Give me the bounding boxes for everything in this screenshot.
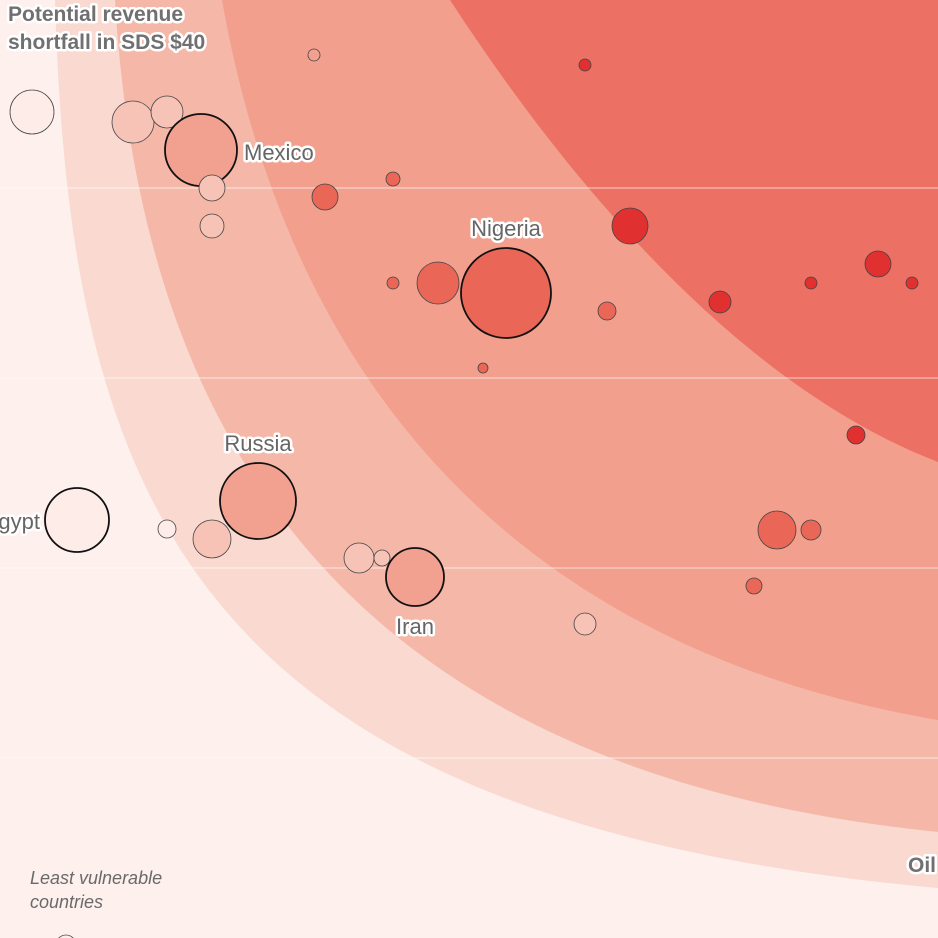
zone-4 (450, 0, 938, 462)
least-vulnerable-note-line-1: Least vulnerable (30, 868, 162, 888)
bubble-1 (111, 100, 155, 144)
bubble-iran (385, 547, 445, 607)
bubble-12 (477, 362, 489, 374)
country-labels: Mexico Nigeria Russia Egypt Iran (0, 138, 544, 642)
bubble-30 (800, 519, 822, 541)
bubble-russia (219, 462, 297, 540)
bubble-25 (343, 542, 375, 574)
bubble-8 (385, 171, 401, 187)
bubble-16 (708, 290, 732, 314)
bubble-15 (597, 301, 617, 321)
bubble-mexico (164, 113, 238, 187)
bubble-0 (9, 89, 55, 135)
bubble-32 (58, 934, 74, 938)
bubble-7 (311, 183, 339, 211)
x-axis-label: Oil (908, 854, 936, 877)
annotations: Potential revenue shortfall in SDS $40 L… (6, 1, 938, 913)
bubble-18 (864, 250, 892, 278)
bubble-29 (757, 510, 797, 550)
bubble-20 (846, 425, 866, 445)
label-russia: Russia (224, 431, 292, 456)
bubble-24 (192, 519, 232, 559)
bubble-17 (804, 276, 818, 290)
bubble-10 (416, 261, 460, 305)
bubble-6 (307, 48, 321, 62)
label-nigeria: Nigeria (471, 216, 541, 241)
chart-title-line-2: shortfall in SDS $40 (8, 31, 205, 54)
bubble-28 (573, 612, 597, 636)
bubble-nigeria (460, 247, 552, 339)
bubble-egypt (44, 487, 110, 553)
label-iran: Iran (396, 614, 434, 639)
bubble-5 (199, 213, 225, 239)
bubble-26 (373, 549, 391, 567)
least-vulnerable-note-line-2: countries (30, 892, 103, 912)
country-bubbles (9, 48, 919, 938)
bubble-9 (386, 276, 400, 290)
chart-title-line-1: Potential revenue (8, 3, 183, 26)
label-mexico: Mexico (244, 140, 314, 165)
bubble-19 (905, 276, 919, 290)
bubble-4 (198, 174, 226, 202)
bubble-13 (578, 58, 592, 72)
bubble-14 (611, 207, 649, 245)
gridlines (0, 187, 938, 759)
label-egypt: Egypt (0, 509, 40, 534)
bubble-23 (157, 519, 177, 539)
bubble-2 (150, 95, 184, 129)
bubble-31 (745, 577, 763, 595)
